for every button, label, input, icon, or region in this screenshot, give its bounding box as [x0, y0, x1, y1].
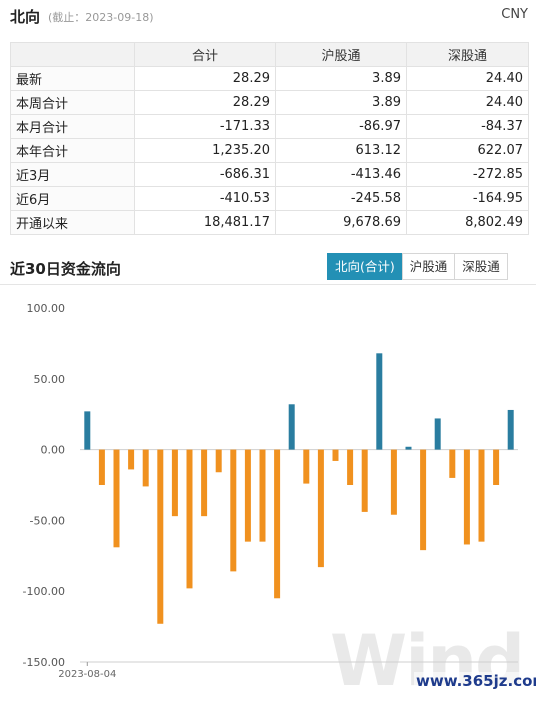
chart-bar [244, 449, 251, 542]
tab-shanghai-connect[interactable]: 沪股通 [401, 253, 456, 280]
chart-bar [405, 446, 412, 450]
site-watermark: www.365jz.com [414, 672, 536, 690]
tab-shenzhen-connect[interactable]: 深股通 [454, 253, 508, 280]
cell-total: -171.33 [134, 114, 276, 139]
row-label: 最新 [10, 66, 135, 91]
cell-shenzhen: -272.85 [406, 162, 529, 187]
chart-bar [171, 449, 178, 517]
cell-total: 28.29 [134, 90, 276, 115]
chart-bar [142, 449, 149, 487]
column-header [10, 42, 135, 67]
row-label: 本年合计 [10, 138, 135, 163]
page-title: 北向 [10, 8, 41, 26]
table-row: 本年合计 1,235.20 613.12 622.07 [10, 138, 529, 163]
row-label: 本月合计 [10, 114, 135, 139]
table-row: 开通以来 18,481.17 9,678.69 8,802.49 [10, 210, 529, 235]
cell-shenzhen: 622.07 [406, 138, 529, 163]
chart-bar [201, 449, 208, 517]
cell-shanghai: -245.58 [275, 186, 407, 211]
table-row: 近3月 -686.31 -413.46 -272.85 [10, 162, 529, 187]
chart-bar [361, 449, 368, 512]
chart-bar [303, 449, 310, 484]
table-row: 本月合计 -171.33 -86.97 -84.37 [10, 114, 529, 139]
chart-bar [390, 449, 397, 515]
cell-shanghai: -86.97 [275, 114, 407, 139]
cell-total: 1,235.20 [134, 138, 276, 163]
chart-bar [215, 449, 222, 473]
column-header-shenzhen: 深股通 [406, 42, 529, 67]
chart-bar [157, 449, 164, 624]
flow-bar-chart: 100.00 50.00 0.00 -50.00 -100.00 -150.002023-… [23, 302, 518, 680]
chart-bar [84, 411, 91, 450]
chart-bar [113, 449, 120, 548]
cell-total: -410.53 [134, 186, 276, 211]
header: 北向 (截止：2023-09-18) CNY [0, 0, 536, 30]
row-label: 本周合计 [10, 90, 135, 115]
row-label: 近6月 [10, 186, 135, 211]
chart-bar [230, 449, 237, 572]
chart-bar [332, 449, 339, 461]
cell-shanghai: 9,678.69 [275, 210, 407, 235]
x-tick-label: 2023-08-04 [58, 669, 116, 680]
cell-shanghai: -413.46 [275, 162, 407, 187]
chart-bar [186, 449, 193, 589]
chart-bar [128, 449, 135, 470]
table-row: 近6月 -410.53 -245.58 -164.95 [10, 186, 529, 211]
chart-bar [317, 449, 324, 568]
chart-bar [493, 449, 500, 485]
section-title: 近30日资金流向 [10, 260, 121, 278]
tab-northbound-total[interactable]: 北向(合计) [327, 253, 403, 280]
cell-shanghai: 3.89 [275, 90, 407, 115]
as-of-date: (截止：2023-09-18) [48, 11, 154, 24]
y-tick-label: 0.00 [41, 444, 66, 457]
table-row: 最新 28.29 3.89 24.40 [10, 66, 529, 91]
currency-label: CNY [501, 7, 528, 22]
column-header-shanghai: 沪股通 [275, 42, 407, 67]
cell-shenzhen: 24.40 [406, 90, 529, 115]
chart-bar [478, 449, 485, 542]
chart-bar [347, 449, 354, 485]
cell-shanghai: 3.89 [275, 66, 407, 91]
chart-bar [434, 418, 441, 450]
table-header-row: 合计 沪股通 深股通 [10, 42, 529, 67]
table-row: 本周合计 28.29 3.89 24.40 [10, 90, 529, 115]
cell-shenzhen: 24.40 [406, 66, 529, 91]
cell-shenzhen: 8,802.49 [406, 210, 529, 235]
y-tick-label: 50.00 [34, 373, 66, 386]
chart-bar [463, 449, 470, 545]
column-header-total: 合计 [134, 42, 276, 67]
y-tick-label: -100.00 [23, 585, 65, 598]
y-tick-label: 100.00 [27, 302, 66, 315]
tab-group: 北向(合计) 沪股通 深股通 [327, 253, 508, 280]
cell-shenzhen: -164.95 [406, 186, 529, 211]
cell-shenzhen: -84.37 [406, 114, 529, 139]
chart-bar [98, 449, 105, 485]
chart-bar [259, 449, 266, 542]
row-label: 开通以来 [10, 210, 135, 235]
cell-total: 18,481.17 [134, 210, 276, 235]
y-tick-label: -50.00 [30, 514, 65, 527]
divider [0, 284, 536, 285]
cell-total: -686.31 [134, 162, 276, 187]
chart-bar [274, 449, 281, 599]
summary-table: 合计 沪股通 深股通 最新 28.29 3.89 24.40 本周合计 28.2… [10, 42, 529, 235]
chart-bar [288, 404, 295, 450]
row-label: 近3月 [10, 162, 135, 187]
chart-bar [449, 449, 456, 478]
cell-total: 28.29 [134, 66, 276, 91]
cell-shanghai: 613.12 [275, 138, 407, 163]
chart-bar [420, 449, 427, 551]
y-tick-label: -150.00 [23, 656, 65, 669]
chart-bar [507, 409, 514, 450]
chart-bar [376, 353, 383, 450]
